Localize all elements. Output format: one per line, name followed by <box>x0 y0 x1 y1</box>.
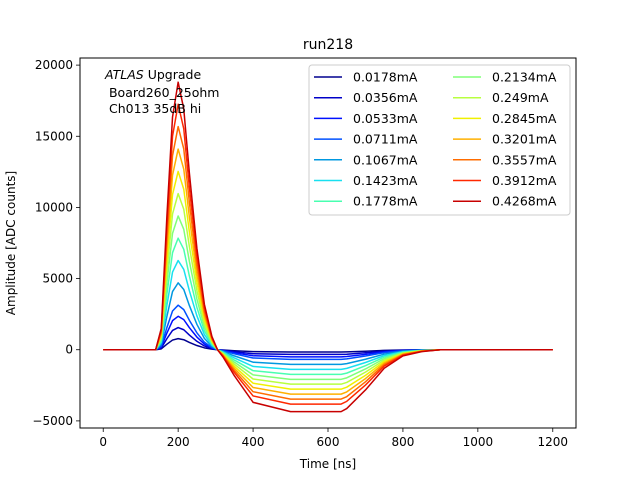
x-tick-label: 800 <box>391 435 414 449</box>
chart-title: run218 <box>303 37 353 53</box>
legend-label: 0.3912mA <box>492 173 557 188</box>
legend-label: 0.2845mA <box>492 111 557 126</box>
legend-label: 0.3557mA <box>492 152 557 167</box>
legend-label: 0.1423mA <box>353 173 418 188</box>
x-tick-label: 1000 <box>463 435 494 449</box>
y-axis-label: Amplitude [ADC counts] <box>4 171 18 315</box>
annotation-atlas: ATLAS <box>104 67 144 82</box>
x-axis-label: Time [ns] <box>299 457 356 471</box>
legend-label: 0.3201mA <box>492 132 557 147</box>
x-tick-label: 200 <box>167 435 190 449</box>
y-tick-label: −5000 <box>32 414 73 428</box>
legend-label: 0.249mA <box>492 90 549 105</box>
x-tick-label: 600 <box>317 435 340 449</box>
annotation: ATLAS Upgrade Board260_25ohm Ch013 35dB … <box>104 67 219 116</box>
annotation-line-1: ATLAS Upgrade <box>104 67 201 82</box>
legend-label: 0.4268mA <box>492 194 557 209</box>
legend-label: 0.2134mA <box>492 70 557 85</box>
y-axis: −5000 0 5000 10000 15000 20000 <box>32 58 80 428</box>
x-tick-label: 0 <box>99 435 107 449</box>
series-line-3 <box>103 315 553 358</box>
x-tick-label: 1200 <box>538 435 569 449</box>
x-axis: 0 200 400 600 800 1000 1200 <box>99 428 568 449</box>
series-layer <box>103 81 553 413</box>
annotation-upgrade: Upgrade <box>144 67 202 82</box>
legend-label: 0.0356mA <box>353 90 418 105</box>
series-line-14 <box>103 81 553 413</box>
legend-label: 0.1778mA <box>353 194 418 209</box>
y-tick-label: 20000 <box>35 58 73 72</box>
x-tick-label: 400 <box>242 435 265 449</box>
y-tick-label: 5000 <box>42 272 73 286</box>
y-tick-label: 15000 <box>35 129 73 143</box>
legend-label: 0.0178mA <box>353 70 418 85</box>
legend-label: 0.0711mA <box>353 132 418 147</box>
annotation-line-2: Board260_25ohm <box>105 85 219 100</box>
y-tick-label: 10000 <box>35 200 73 214</box>
legend-label: 0.1067mA <box>353 152 418 167</box>
legend: 0.0178mA 0.0356mA 0.0533mA 0.0711mA 0.1067mA… <box>308 64 571 216</box>
y-tick-label: 0 <box>65 343 73 357</box>
legend-label: 0.0533mA <box>353 111 418 126</box>
legend-box <box>308 64 571 216</box>
annotation-line-3: Ch013 35dB hi <box>105 101 201 116</box>
